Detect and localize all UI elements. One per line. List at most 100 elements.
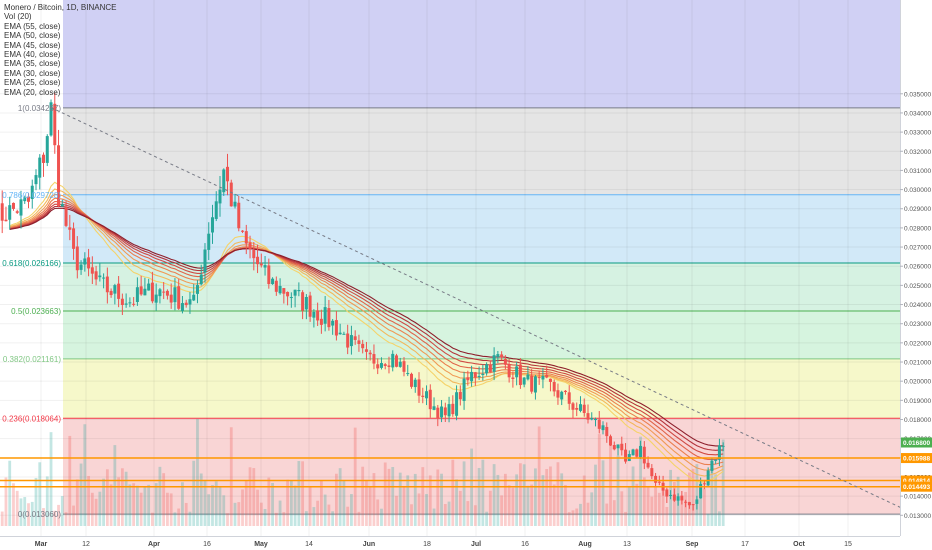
candle[interactable] — [706, 467, 710, 486]
candle[interactable] — [368, 350, 372, 361]
candle[interactable] — [477, 366, 481, 380]
candle[interactable] — [357, 334, 361, 352]
candle[interactable] — [575, 402, 579, 417]
candle[interactable] — [53, 93, 57, 154]
candle[interactable] — [470, 365, 474, 387]
candle[interactable] — [620, 436, 624, 456]
time-tick-label[interactable]: 16 — [521, 541, 529, 548]
candle[interactable] — [45, 134, 49, 167]
candle[interactable] — [169, 283, 173, 309]
candle[interactable] — [124, 293, 128, 308]
candle[interactable] — [695, 495, 699, 510]
candle[interactable] — [210, 204, 214, 244]
candle[interactable] — [402, 357, 406, 377]
candle[interactable] — [308, 291, 312, 322]
time-tick-label[interactable]: 15 — [844, 541, 852, 548]
candle[interactable] — [714, 459, 718, 464]
time-tick-label[interactable]: Jun — [363, 541, 375, 548]
candle[interactable] — [488, 360, 492, 373]
candle[interactable] — [665, 487, 669, 503]
candle[interactable] — [428, 384, 432, 418]
indicator-ema-25[interactable]: EMA (25, close) — [4, 78, 61, 88]
candle[interactable] — [218, 176, 222, 217]
level-price-badge[interactable] — [901, 453, 932, 464]
candle[interactable] — [4, 206, 8, 222]
candle[interactable] — [530, 369, 534, 394]
candle[interactable] — [331, 318, 335, 335]
candle[interactable] — [117, 276, 121, 308]
candle[interactable] — [120, 293, 124, 316]
candle[interactable] — [443, 402, 447, 422]
candle[interactable] — [605, 422, 609, 443]
candle[interactable] — [64, 201, 68, 228]
candle[interactable] — [109, 288, 113, 298]
candle[interactable] — [241, 230, 245, 234]
level-price-badge[interactable] — [901, 481, 932, 492]
candle[interactable] — [102, 273, 106, 289]
candle[interactable] — [274, 276, 278, 296]
candle[interactable] — [49, 99, 53, 137]
candle[interactable] — [717, 438, 721, 467]
candle[interactable] — [83, 252, 87, 272]
time-tick-label[interactable]: Oct — [793, 541, 805, 548]
candle[interactable] — [578, 396, 582, 413]
candle[interactable] — [440, 400, 444, 423]
candle[interactable] — [691, 504, 695, 511]
candle[interactable] — [132, 297, 136, 307]
candle[interactable] — [256, 244, 260, 274]
candle[interactable] — [376, 358, 380, 375]
candle[interactable] — [556, 383, 560, 405]
candle[interactable] — [237, 195, 241, 232]
candle[interactable] — [537, 371, 541, 385]
candle[interactable] — [94, 265, 98, 286]
candle[interactable] — [462, 371, 466, 410]
time-tick-label[interactable]: 17 — [741, 541, 749, 548]
time-tick-label[interactable]: 12 — [82, 541, 90, 548]
candle[interactable] — [252, 242, 256, 271]
candle[interactable] — [631, 448, 635, 456]
indicator-ema-20[interactable]: EMA (20, close) — [4, 87, 61, 97]
candle[interactable] — [533, 374, 537, 400]
time-tick-label[interactable]: May — [254, 541, 268, 548]
candle[interactable] — [304, 294, 308, 320]
candle[interactable] — [624, 443, 628, 464]
candle[interactable] — [297, 282, 301, 297]
candle[interactable] — [684, 499, 688, 508]
candle[interactable] — [612, 441, 616, 451]
candle[interactable] — [676, 493, 680, 506]
candle[interactable] — [301, 290, 305, 320]
candle[interactable] — [417, 372, 421, 403]
candle[interactable] — [79, 260, 83, 275]
time-axis[interactable]: Mar 12 Apr 16 May 14 Jun 18 Jul 16 Aug 13 Sep 17 Oct 15 — [0, 536, 900, 550]
candle[interactable] — [436, 404, 440, 427]
candle[interactable] — [188, 291, 192, 314]
candle[interactable] — [507, 359, 511, 383]
candle[interactable] — [15, 209, 19, 215]
time-tick-label[interactable]: 13 — [623, 541, 631, 548]
candle[interactable] — [642, 441, 646, 470]
candle[interactable] — [338, 323, 342, 335]
candle[interactable] — [327, 299, 331, 331]
candle[interactable] — [162, 282, 166, 300]
candle[interactable] — [316, 302, 320, 326]
candle[interactable] — [113, 283, 117, 305]
candle[interactable] — [147, 278, 151, 291]
candle[interactable] — [195, 280, 199, 304]
candle[interactable] — [680, 490, 684, 505]
candle[interactable] — [458, 385, 462, 406]
time-tick-label[interactable]: Apr — [148, 541, 160, 548]
last-price-badge[interactable] — [901, 437, 932, 448]
candle[interactable] — [500, 351, 504, 361]
candlesticks[interactable] — [0, 93, 725, 511]
candle[interactable] — [158, 287, 162, 304]
candle[interactable] — [372, 344, 376, 370]
candle[interactable] — [87, 248, 91, 277]
candle[interactable] — [473, 371, 477, 386]
candle[interactable] — [582, 398, 586, 417]
candle[interactable] — [30, 179, 34, 209]
candle[interactable] — [267, 258, 271, 289]
candle[interactable] — [289, 292, 293, 308]
candle[interactable] — [548, 378, 552, 392]
candle[interactable] — [406, 364, 410, 377]
